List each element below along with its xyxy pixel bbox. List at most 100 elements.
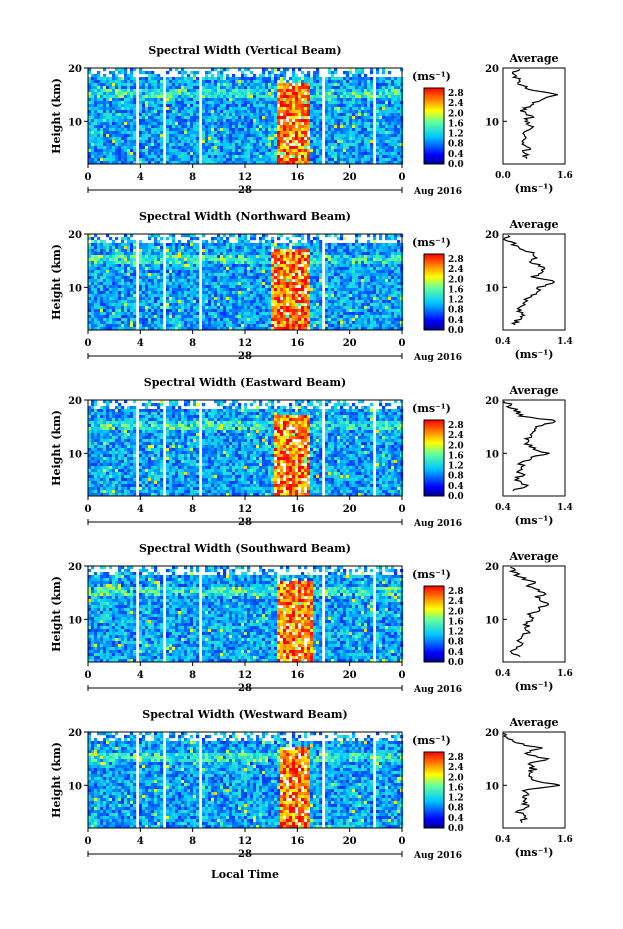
panel-1: Spectral Width (Vertical Beam) 20 10 Height…: [50, 44, 573, 197]
colorbar: [423, 419, 445, 497]
average-y-tick-label: 10: [485, 781, 499, 792]
x-tick-label: 20: [343, 504, 357, 515]
x-tick-label: 4: [137, 670, 144, 681]
colorbar-tick-label: 1.6: [448, 119, 464, 129]
colorbar-tick-label: 2.0: [448, 773, 464, 783]
colorbar-tick-label: 1.2: [448, 628, 464, 638]
colorbar-tick-label: 1.2: [448, 794, 464, 804]
x-tick-label: 12: [238, 836, 252, 847]
x-tick-label: 20: [343, 670, 357, 681]
y-axis-label: Height (km): [50, 576, 63, 652]
average-frame: [502, 67, 566, 165]
colorbar-unit: (ms⁻¹): [412, 568, 451, 581]
x-tick-label: 4: [137, 338, 144, 349]
y-axis-label: Height (km): [50, 244, 63, 320]
colorbar-tick-label: 1.6: [448, 783, 464, 793]
x-tick-label: 8: [189, 836, 196, 847]
colorbar-tick-label: 0.8: [448, 306, 464, 316]
average-unit: (ms⁻¹): [515, 348, 554, 361]
panel-title: Spectral Width (Eastward Beam): [144, 376, 346, 389]
month-label: Aug 2016: [413, 353, 462, 363]
colorbar-tick-label: 0.8: [448, 472, 464, 482]
y-axis-label: Height (km): [50, 78, 63, 154]
average-unit: (ms⁻¹): [515, 514, 554, 527]
x-tick-label: 16: [290, 338, 304, 349]
colorbar-tick-label: 1.6: [448, 617, 464, 627]
y-tick-label: 20: [68, 728, 82, 739]
x-tick-label: 8: [189, 670, 196, 681]
x-tick-label: 0: [399, 338, 406, 349]
colorbar-tick-label: 1.6: [448, 285, 464, 295]
colorbar-tick-label: 2.8: [448, 89, 464, 99]
x-tick-label: 0: [399, 670, 406, 681]
colorbar-unit: (ms⁻¹): [412, 70, 451, 83]
average-y-tick-label: 20: [485, 230, 499, 241]
x-tick-label: 0: [85, 670, 92, 681]
panel-2: Spectral Width (Northward Beam) 20 10 Heigh…: [50, 210, 573, 363]
x-tick-label: 4: [137, 504, 144, 515]
average-x-tick-label: 0.4: [495, 835, 511, 845]
colorbar-tick-label: 2.8: [448, 421, 464, 431]
colorbar-tick-label: 2.0: [448, 607, 464, 617]
y-tick-label: 10: [68, 781, 82, 792]
average-y-tick-label: 20: [485, 562, 499, 573]
average-unit: (ms⁻¹): [515, 182, 554, 195]
panel-title: Spectral Width (Southward Beam): [139, 542, 351, 555]
x-tick-label: 20: [343, 836, 357, 847]
x-tick-label: 4: [137, 172, 144, 183]
panel-title: Spectral Width (Vertical Beam): [148, 44, 341, 57]
y-tick-label: 10: [68, 283, 82, 294]
y-tick-label: 20: [68, 396, 82, 407]
panel-title: Spectral Width (Westward Beam): [142, 708, 347, 721]
y-tick-label: 20: [68, 64, 82, 75]
colorbar-tick-label: 0.0: [448, 326, 464, 336]
average-x-tick-label: 1.6: [557, 669, 573, 679]
x-tick-label: 12: [238, 338, 252, 349]
average-profile-line: [503, 401, 557, 492]
colorbar-tick-label: 2.4: [448, 597, 464, 607]
average-frame: [502, 233, 566, 331]
y-axis-label: Height (km): [50, 410, 63, 486]
average-y-tick-label: 10: [485, 283, 499, 294]
y-axis-label: Height (km): [50, 742, 63, 818]
panel-3: Spectral Width (Eastward Beam) 20 10 Height…: [50, 376, 573, 529]
date-label: 28: [238, 351, 252, 362]
x-tick-label: 8: [189, 172, 196, 183]
x-tick-label: 16: [290, 836, 304, 847]
colorbar: [423, 751, 445, 829]
average-profile-line: [511, 68, 558, 159]
panels-group: Spectral Width (Vertical Beam) 20 10 Height…: [50, 44, 573, 861]
average-x-tick-label: 0.4: [495, 337, 511, 347]
average-profile-line: [502, 234, 556, 326]
average-x-tick-label: 0.4: [495, 669, 511, 679]
average-x-tick-label: 1.4: [557, 503, 573, 513]
average-x-tick-label: 0.4: [495, 503, 511, 513]
x-tick-label: 12: [238, 670, 252, 681]
x-tick-label: 0: [85, 836, 92, 847]
heatmap-cells: [88, 400, 404, 497]
heatmap-cells: [88, 68, 404, 165]
colorbar-tick-label: 0.8: [448, 140, 464, 150]
colorbar-unit: (ms⁻¹): [412, 236, 451, 249]
date-label: 28: [238, 849, 252, 860]
average-frame: [502, 731, 566, 829]
colorbar-tick-label: 0.4: [448, 316, 464, 326]
colorbar-tick-label: 2.8: [448, 753, 464, 763]
date-label: 28: [238, 185, 252, 196]
panel-title: Spectral Width (Northward Beam): [139, 210, 351, 223]
heatmap-cells: [88, 566, 404, 663]
colorbar-unit: (ms⁻¹): [412, 402, 451, 415]
x-tick-label: 0: [85, 504, 92, 515]
average-x-tick-label: 1.6: [557, 835, 573, 845]
month-label: Aug 2016: [413, 187, 462, 197]
colorbar-tick-label: 0.4: [448, 648, 464, 658]
colorbar-tick-label: 2.0: [448, 109, 464, 119]
colorbar-tick-label: 0.0: [448, 160, 464, 170]
panel-5: Spectral Width (Westward Beam) 20 10 Height…: [50, 708, 573, 861]
colorbar: [423, 253, 445, 331]
x-tick-label: 4: [137, 836, 144, 847]
average-profile-line: [508, 566, 550, 658]
x-tick-label: 20: [343, 172, 357, 183]
average-x-tick-label: 1.6: [557, 171, 573, 181]
